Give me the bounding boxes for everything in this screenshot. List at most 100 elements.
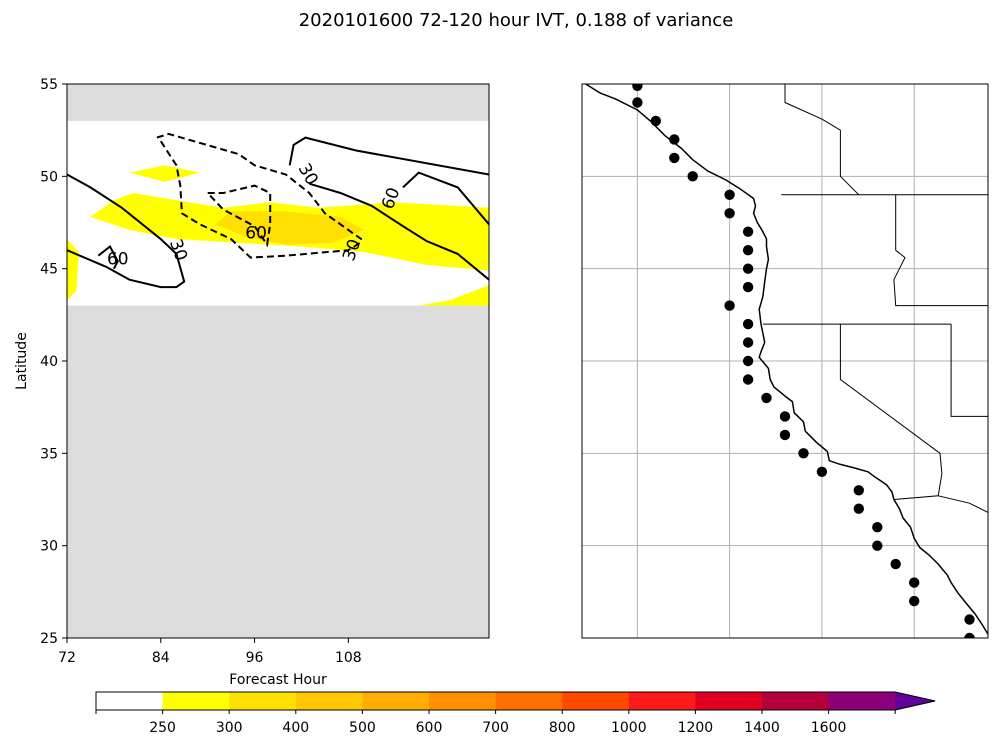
station-point-8: [742, 226, 754, 237]
y-tick-label-3: 40: [40, 354, 58, 370]
contour-60-solid-0: [67, 173, 186, 289]
station-point-19: [779, 429, 791, 441]
colorbar-cell-5: [429, 692, 497, 710]
colorbar-cell-10: [762, 692, 830, 710]
station-point-26: [890, 558, 901, 570]
y-axis-ticks: 25 30 35 40 45 50 55: [40, 77, 67, 647]
border-5: [938, 495, 988, 513]
map-state-borders: [762, 84, 988, 513]
ivt-fill-250-3: [418, 285, 489, 306]
station-point-16: [742, 374, 754, 385]
station-map-panel: [581, 83, 989, 639]
colorbar-tick-label-6: 800: [549, 720, 576, 736]
contour-60-solid-1: [309, 182, 489, 281]
contour-30-dashed-1: [159, 140, 361, 259]
map-gridlines: [582, 84, 988, 638]
station-point-15: [742, 355, 754, 367]
station-point-9: [742, 245, 754, 256]
x-axis-label: Forecast Hour: [229, 672, 327, 688]
station-point-1: [632, 97, 643, 108]
border-4: [950, 324, 988, 417]
y-axis-label: Latitude: [14, 332, 30, 390]
colorbar-cell-7: [562, 692, 630, 710]
border-3: [839, 324, 943, 500]
x-tick-label-1: 84: [152, 650, 170, 666]
station-point-23: [853, 503, 864, 514]
colorbar-extend-arrow: [895, 692, 936, 710]
x-tick-label-0: 72: [58, 650, 76, 666]
missing-data-region-bottom: [67, 305, 489, 638]
map-coastline: [585, 84, 988, 635]
contour-60-solid-2: [97, 244, 119, 270]
right-axes-frame: [581, 83, 989, 639]
y-tick-label-1: 30: [40, 539, 58, 555]
station-point-12: [724, 300, 735, 311]
y-tick-label-0: 25: [40, 631, 58, 647]
coastline: [585, 84, 988, 635]
station-point-29: [964, 614, 975, 625]
station-point-7: [724, 208, 735, 219]
station-point-25: [872, 540, 883, 551]
station-point-17: [761, 392, 772, 404]
station-point-18: [779, 411, 791, 422]
station-point-27: [909, 577, 920, 588]
colorbar-tick-label-2: 400: [282, 720, 309, 736]
x-axis-ticks: 72 84 96 108: [58, 638, 362, 666]
colorbar-tick-label-9: 1400: [744, 720, 780, 736]
colorbar-cell-8: [628, 692, 696, 710]
colorbar-cell-2: [229, 692, 297, 710]
contour-label-2: 60: [245, 224, 267, 244]
station-point-5: [687, 171, 698, 182]
colorbar-cell-4: [362, 692, 430, 710]
contour-label-0: 60: [107, 249, 129, 269]
station-point-24: [872, 522, 883, 533]
station-point-13: [742, 318, 754, 330]
station-point-30: [964, 632, 975, 638]
variance-contour-layer: [67, 132, 489, 289]
station-point-6: [724, 189, 735, 200]
contour-60-dashed-0: [206, 184, 272, 248]
colorbar-cell-11: [828, 692, 896, 710]
colorbar-tick-label-4: 600: [416, 720, 443, 736]
station-point-14: [742, 337, 754, 348]
border-1: [893, 194, 988, 307]
y-tick-label-2: 35: [40, 446, 58, 462]
colorbar-tick-label-8: 1200: [678, 720, 714, 736]
colorbar-cell-3: [295, 692, 363, 710]
y-tick-label-6: 55: [40, 77, 58, 93]
colorbar-tick-label-0: 250: [149, 720, 176, 736]
x-tick-label-2: 96: [246, 650, 264, 666]
ivt-fill-300-0: [215, 211, 364, 245]
station-point-2: [650, 115, 661, 127]
contour-30-solid-0: [288, 136, 489, 176]
y-tick-label-5: 50: [40, 169, 58, 185]
figure-title: 2020101600 72-120 hour IVT, 0.188 of var…: [299, 10, 734, 31]
station-point-4: [669, 152, 680, 164]
y-tick-label-4: 45: [40, 262, 58, 278]
border-6: [784, 84, 860, 196]
colorbar-tick-label-3: 500: [349, 720, 376, 736]
station-point-3: [669, 134, 680, 145]
contour-60-solid-3: [402, 171, 489, 225]
colorbar-cell-9: [695, 692, 763, 710]
x-tick-label-3: 108: [335, 650, 362, 666]
ivt-fill-layer: [67, 165, 489, 306]
missing-data-region-top: [67, 84, 489, 121]
colorbar-tick-label-7: 1000: [611, 720, 647, 736]
station-point-20: [798, 448, 809, 459]
colorbar-tick-label-10: 1600: [811, 720, 847, 736]
colorbar-outline: [95, 691, 936, 711]
contour-30-dashed-0: [156, 132, 365, 242]
station-point-10: [742, 263, 754, 274]
ivt-colorbar: 250 300 400 500 600 700 800 1000 1200 1400 1600: [95, 691, 936, 736]
colorbar-tick-label-5: 700: [482, 720, 509, 736]
colorbar-cell-0: [96, 692, 164, 710]
map-station-points: [632, 84, 975, 638]
ivt-fill-250-2: [129, 165, 200, 182]
station-point-21: [816, 466, 828, 477]
station-point-0: [632, 84, 643, 91]
station-point-28: [909, 595, 920, 607]
colorbar-tick-label-1: 300: [216, 720, 243, 736]
